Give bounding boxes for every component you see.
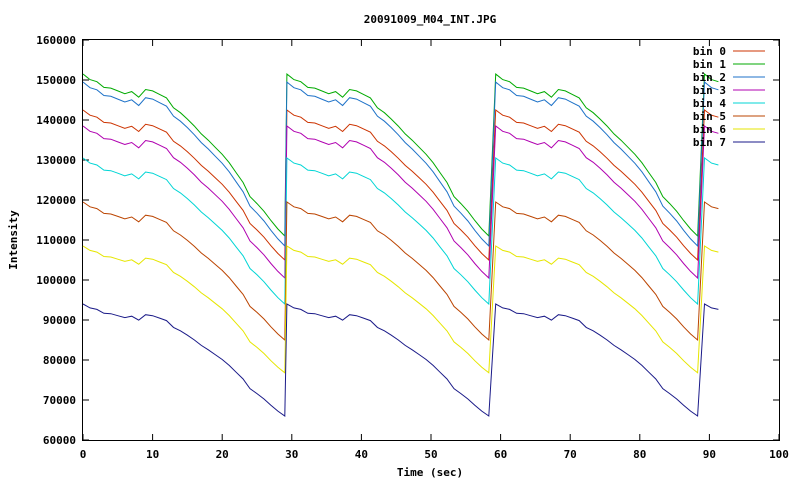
x-tick-label: 10: [146, 448, 159, 461]
y-tick-label: 150000: [36, 74, 76, 87]
axis-ticks: 0 10 20 30 40 50 60 70 80 90 100 60000 70000 80000 900…: [36, 34, 789, 461]
legend-label: bin 6: [693, 123, 726, 136]
y-tick-label: 110000: [36, 234, 76, 247]
y-tick-label: 90000: [43, 314, 76, 327]
legend-label: bin 2: [693, 71, 726, 84]
legend-label: bin 3: [693, 84, 726, 97]
y-tick-label: 80000: [43, 354, 76, 367]
x-tick-label: 60: [494, 448, 507, 461]
x-tick-label: 80: [633, 448, 646, 461]
y-tick-label: 140000: [36, 114, 76, 127]
plot-area-frame: [82, 39, 780, 441]
legend-label: bin 7: [693, 136, 726, 149]
x-axis-label: Time (sec): [397, 466, 463, 479]
y-tick-label: 60000: [43, 434, 76, 447]
legend-label: bin 1: [693, 58, 726, 71]
x-tick-label: 0: [80, 448, 87, 461]
y-tick-label: 130000: [36, 154, 76, 167]
y-tick-label: 160000: [36, 34, 76, 47]
series-line-4: [82, 157, 719, 306]
chart-title: 20091009_M04_INT.JPG: [364, 13, 497, 26]
series-line-1: [82, 72, 719, 238]
series-line-5: [82, 201, 719, 342]
legend-label: bin 0: [693, 45, 726, 58]
x-tick-label: 40: [355, 448, 368, 461]
x-tick-label: 100: [769, 448, 789, 461]
x-tick-label: 90: [703, 448, 716, 461]
legend-label: bin 4: [693, 97, 726, 110]
y-axis-label: Intensity: [7, 210, 20, 270]
x-tick-label: 70: [564, 448, 577, 461]
series-line-0: [82, 109, 719, 262]
x-tick-label: 30: [285, 448, 298, 461]
y-tick-label: 100000: [36, 274, 76, 287]
x-tick-label: 50: [424, 448, 437, 461]
x-tick-label: 20: [216, 448, 229, 461]
legend-label: bin 5: [693, 110, 726, 123]
series-group: [82, 72, 719, 417]
series-line-7: [82, 303, 719, 417]
series-line-2: [82, 80, 719, 248]
y-tick-label: 120000: [36, 194, 76, 207]
y-tick-label: 70000: [43, 394, 76, 407]
series-line-6: [82, 245, 719, 374]
series-line-3: [82, 125, 719, 280]
